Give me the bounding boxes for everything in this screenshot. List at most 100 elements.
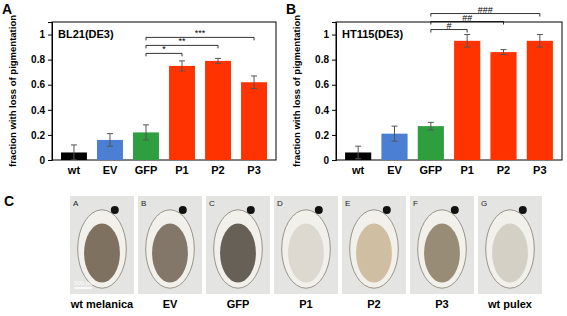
scale-bar-label: 500 µm bbox=[74, 280, 94, 286]
error-bar bbox=[428, 122, 434, 130]
y-axis-title: fraction with loss of pigmentation bbox=[7, 15, 18, 167]
y-tick-mark bbox=[48, 135, 52, 136]
specimen-body bbox=[288, 224, 324, 283]
significance-label: ** bbox=[178, 36, 186, 46]
x-tick-label: P1 bbox=[460, 164, 473, 176]
y-tick-label: 0.8 bbox=[31, 54, 45, 65]
x-tick-label: P3 bbox=[533, 164, 546, 176]
bars bbox=[345, 35, 553, 160]
specimen-eye bbox=[519, 206, 527, 214]
photo-letter: F bbox=[413, 199, 418, 208]
y-tick-label: 1 bbox=[39, 29, 45, 40]
error-bar bbox=[501, 50, 507, 55]
significance-bracket: *** bbox=[146, 28, 254, 40]
y-tick-label: 0 bbox=[323, 155, 329, 166]
photo: Awt melanica500 µm bbox=[70, 196, 134, 310]
y-tick-mark bbox=[332, 60, 336, 61]
y-axis-line bbox=[48, 23, 53, 161]
x-tick: P3 bbox=[533, 164, 546, 176]
y-axis: 00.20.40.60.81 bbox=[315, 23, 336, 166]
specimen-eye bbox=[451, 206, 459, 214]
x-tick: EV bbox=[103, 164, 118, 176]
photo-letter: B bbox=[141, 199, 146, 208]
x-tick: P1 bbox=[175, 164, 188, 176]
specimen-body bbox=[152, 224, 188, 283]
y-tick-label: 0.8 bbox=[315, 54, 329, 65]
x-axis: wt EV GFP P1 P2 P3 bbox=[351, 164, 547, 176]
specimen-eye bbox=[111, 206, 119, 214]
plot-frame bbox=[52, 22, 276, 160]
y-tick: 0.6 bbox=[315, 79, 336, 90]
significance-bracket: * bbox=[146, 44, 182, 56]
bar bbox=[418, 126, 444, 160]
y-tick-mark bbox=[48, 60, 52, 61]
y-tick: 0.2 bbox=[315, 130, 336, 141]
specimen-carapace bbox=[78, 210, 127, 288]
photo-caption: P1 bbox=[299, 298, 312, 310]
y-tick-mark bbox=[48, 110, 52, 111]
x-tick-label: EV bbox=[103, 164, 118, 176]
x-tick-label: EV bbox=[387, 164, 402, 176]
specimen-eye bbox=[247, 206, 255, 214]
x-tick: GFP bbox=[420, 164, 443, 176]
x-tick-label: P2 bbox=[497, 164, 510, 176]
x-tick-label: wt bbox=[351, 164, 365, 176]
y-tick-label: 0.6 bbox=[31, 79, 45, 90]
error-bar bbox=[251, 76, 257, 89]
specimen-eye bbox=[383, 206, 391, 214]
y-tick-mark bbox=[332, 85, 336, 86]
bar bbox=[490, 52, 516, 160]
photo-caption: P2 bbox=[367, 298, 380, 310]
photo: Gwt pulex bbox=[478, 196, 542, 310]
x-tick-label: GFP bbox=[135, 164, 158, 176]
photo: CGFP bbox=[206, 196, 270, 310]
error-bar bbox=[71, 145, 77, 160]
annotations: ###### bbox=[431, 5, 540, 33]
photo-letter: D bbox=[277, 199, 283, 208]
photo-letter: E bbox=[345, 199, 350, 208]
scale-bar bbox=[74, 287, 92, 289]
x-tick: GFP bbox=[135, 164, 158, 176]
figure: 00.20.40.60.81wtEVGFPP1P2P3BL21(DE3)frac… bbox=[0, 0, 567, 316]
y-tick: 0.4 bbox=[31, 105, 52, 116]
plot-frame bbox=[336, 22, 562, 160]
y-tick: 0.6 bbox=[31, 79, 52, 90]
bar bbox=[454, 41, 480, 160]
significance-label: * bbox=[162, 44, 166, 54]
specimen-carapace bbox=[418, 210, 467, 288]
x-tick-label: P3 bbox=[247, 164, 260, 176]
y-tick-mark bbox=[332, 35, 336, 36]
photo-caption: EV bbox=[163, 298, 178, 310]
y-tick-label: 0.6 bbox=[315, 79, 329, 90]
y-tick: 0.4 bbox=[315, 105, 336, 116]
x-tick: P3 bbox=[247, 164, 260, 176]
error-bar bbox=[215, 58, 221, 63]
specimen-body bbox=[492, 224, 528, 283]
y-tick-label: 0.2 bbox=[315, 130, 329, 141]
photo: F P3 bbox=[410, 196, 474, 310]
y-tick: 1 bbox=[39, 29, 52, 40]
photo-background bbox=[410, 196, 474, 294]
x-tick-label: wt bbox=[67, 164, 81, 176]
annotations: ****** bbox=[146, 28, 254, 56]
x-tick: wt bbox=[351, 164, 365, 176]
photo-caption: P3 bbox=[435, 298, 448, 310]
photo-panel: CAwt melanica500 µmBEVCGFPDP1EP2FP3Gwt p… bbox=[4, 193, 542, 310]
photo-letter: A bbox=[73, 199, 79, 208]
x-tick: P2 bbox=[497, 164, 510, 176]
y-tick-mark bbox=[332, 160, 336, 161]
specimen-eye bbox=[315, 206, 323, 214]
bar bbox=[527, 41, 553, 160]
y-tick-mark bbox=[48, 85, 52, 86]
chart-panel: 00.20.40.60.81wtEVGFPP1P2P3BL21(DE3)frac… bbox=[2, 1, 276, 176]
error-bar bbox=[391, 126, 397, 141]
y-tick: 0.2 bbox=[31, 130, 52, 141]
x-tick-label: P2 bbox=[211, 164, 224, 176]
specimen-body bbox=[84, 224, 120, 283]
y-tick-label: 0.4 bbox=[315, 105, 329, 116]
y-tick-mark bbox=[332, 135, 336, 136]
specimen-carapace bbox=[350, 210, 399, 288]
y-tick: 0 bbox=[323, 155, 336, 166]
x-tick: wt bbox=[67, 164, 81, 176]
y-axis-line bbox=[332, 23, 337, 161]
